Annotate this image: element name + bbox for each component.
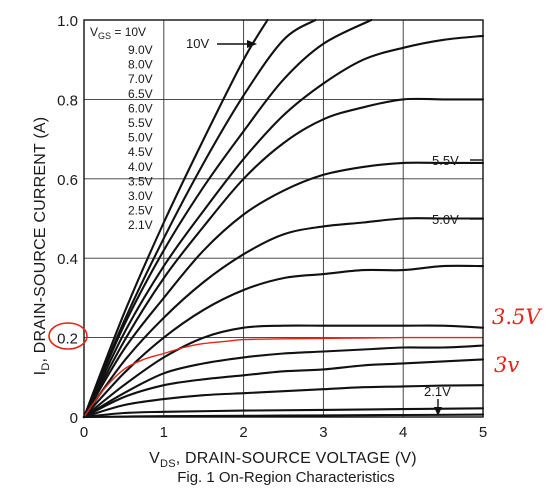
grid-lines xyxy=(84,20,483,417)
red-annotation-curve xyxy=(83,336,483,418)
x-axis-label-rest: , DRAIN-SOURCE VOLTAGE (V) xyxy=(176,450,417,467)
x-axis-label-main: V xyxy=(149,450,160,467)
label-2-1v-arrowhead xyxy=(434,407,442,416)
y-axis-label-rest: , DRAIN-SOURCE CURRENT (A) xyxy=(32,117,49,363)
label-2-1v-text: 2.1V xyxy=(424,384,451,399)
legend-entry: 7.0V xyxy=(128,72,153,86)
legend-entries: 9.0V8.0V7.0V6.5V6.0V5.5V5.0V4.5V4.0V3.5V… xyxy=(128,43,153,232)
legend-entry: 3.0V xyxy=(128,189,153,203)
curve-vgs-2-5v xyxy=(82,407,485,419)
legend-entry: 2.1V xyxy=(128,218,153,232)
label-5-5v-text: 5.5V xyxy=(432,153,459,168)
label-10v-arrowhead xyxy=(247,40,257,48)
legend-entry: 2.5V xyxy=(128,204,153,218)
y-axis-label-sub: D xyxy=(40,363,52,371)
x-tick-labels: 0 1 2 3 4 5 xyxy=(80,424,487,441)
legend-entry: 4.5V xyxy=(128,145,153,159)
curve-vgs-8-0v xyxy=(82,18,373,419)
label-10v-text: 10V xyxy=(186,36,209,51)
legend-header-main: V xyxy=(90,25,98,39)
handwritten-label-3-5v: 3.5V xyxy=(492,305,542,329)
drain-current-curves xyxy=(82,18,485,419)
legend-header-rest: = 10V xyxy=(111,25,146,39)
y-tick-label: 0 xyxy=(70,410,78,427)
curve-vgs-6-0v xyxy=(82,161,485,419)
legend-header: VGS = 10V xyxy=(90,25,146,41)
curve-vgs-2-1v xyxy=(82,413,485,419)
legend-entry: 3.5V xyxy=(128,174,153,188)
curve-vgs-4-0v xyxy=(82,344,485,419)
y-tick-label: 1.0 xyxy=(57,13,78,30)
legend-entry: 9.0V xyxy=(128,43,153,57)
y-tick-label: 0.2 xyxy=(57,331,78,348)
legend-entry: 6.5V xyxy=(128,87,153,101)
y-axis-label: ID, DRAIN-SOURCE CURRENT (A) xyxy=(32,117,52,376)
label-5-5v: 5.5V xyxy=(432,153,483,168)
label-10v: 10V xyxy=(186,36,257,51)
curve-vgs-3-0v xyxy=(82,384,485,419)
curve-vgs-6-5v xyxy=(82,97,485,419)
figure-caption: Fig. 1 On-Region Characteristics xyxy=(177,469,395,486)
x-tick-label: 5 xyxy=(479,424,487,441)
legend-entry: 5.0V xyxy=(128,131,153,145)
legend-entry: 8.0V xyxy=(128,58,153,72)
handwritten-circle xyxy=(48,322,88,350)
x-tick-label: 2 xyxy=(239,424,247,441)
curve-vgs-9-0v xyxy=(82,18,317,419)
y-tick-label: 0.8 xyxy=(57,92,78,109)
y-tick-labels: 0 0.2 0.4 0.6 0.8 1.0 xyxy=(57,13,78,427)
y-tick-label: 0.4 xyxy=(57,251,78,268)
label-5-0v-text: 5.0V xyxy=(432,212,459,227)
x-axis-label: VDS, DRAIN-SOURCE VOLTAGE (V) xyxy=(149,450,417,470)
y-axis-label-main: I xyxy=(32,371,49,376)
x-tick-label: 4 xyxy=(399,424,407,441)
label-5-0v: 5.0V xyxy=(432,212,483,227)
curve-vgs-7-0v xyxy=(82,34,485,419)
curve-vgs-3-5v xyxy=(82,358,485,419)
x-tick-label: 3 xyxy=(319,424,327,441)
x-tick-label: 1 xyxy=(160,424,168,441)
legend-entry: 5.5V xyxy=(128,116,153,130)
y-tick-label: 0.6 xyxy=(57,172,78,189)
x-axis-label-sub: DS xyxy=(160,458,176,470)
curve-vgs-4-5v xyxy=(82,324,485,419)
x-tick-label: 0 xyxy=(80,424,88,441)
label-2-1v: 2.1V xyxy=(424,384,451,416)
legend-entry: 6.0V xyxy=(128,101,153,115)
legend-header-sub: GS xyxy=(98,31,111,41)
legend-entry: 4.0V xyxy=(128,160,153,174)
curve-vgs-5-0v xyxy=(82,264,485,419)
handwritten-label-3v: 3v xyxy=(494,353,519,377)
curve-vgs-5-5v xyxy=(82,217,485,419)
handwritten-red-curve xyxy=(83,336,483,418)
curve-vgs-10v xyxy=(82,18,269,419)
